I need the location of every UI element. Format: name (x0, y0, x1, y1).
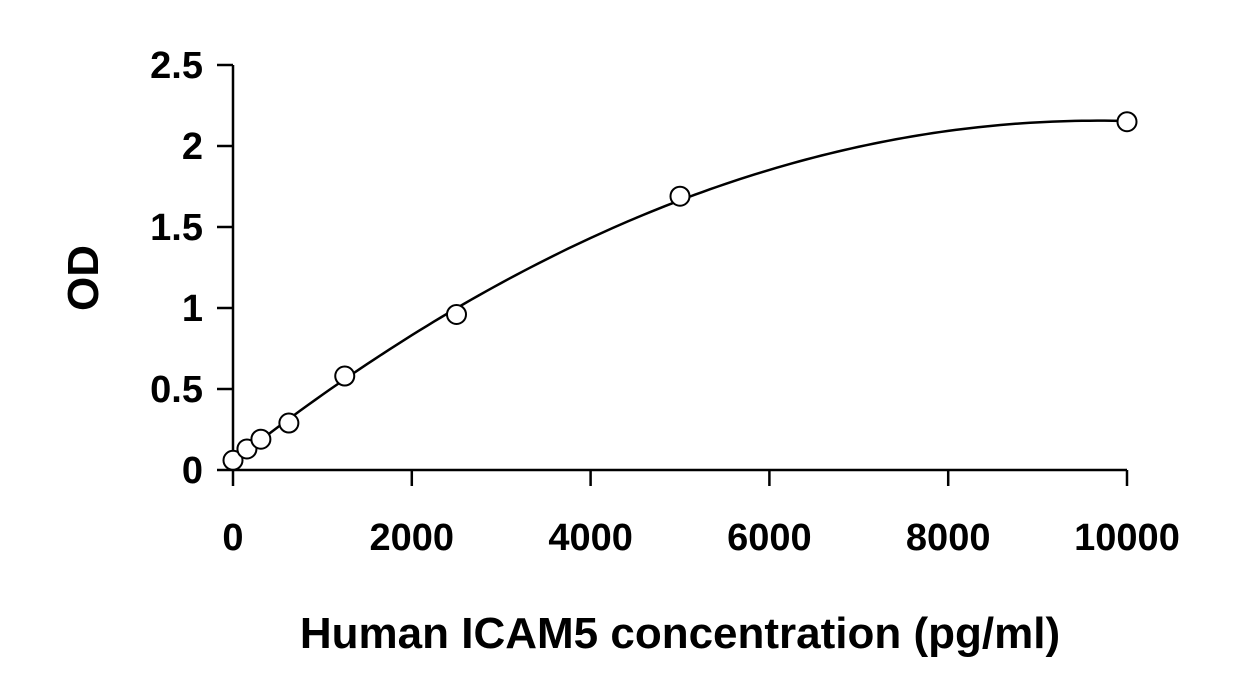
data-point (278, 412, 300, 434)
data-point (1116, 111, 1138, 133)
data-point (334, 365, 356, 387)
y-tick-label: 2 (182, 126, 203, 168)
data-point (250, 428, 272, 450)
x-axis-ticks: 0 2000 4000 6000 8000 10000 (222, 470, 1180, 559)
y-tick-label: 2.5 (150, 45, 203, 87)
data-point (669, 185, 691, 207)
x-tick-label: 10000 (1074, 517, 1180, 559)
data-point (222, 449, 244, 471)
y-tick-label: 1.5 (150, 207, 203, 249)
plot-area: 0 0.5 1 1.5 2 2.5 0 2000 4000 6000 8000 10000 (150, 45, 1180, 559)
x-tick-label: 0 (222, 517, 243, 559)
data-points (222, 111, 1138, 471)
x-tick-label: 6000 (727, 517, 812, 559)
y-tick-label: 0.5 (150, 369, 203, 411)
x-tick-label: 8000 (906, 517, 991, 559)
x-tick-label: 4000 (548, 517, 633, 559)
x-axis-title: Human ICAM5 concentration (pg/ml) (300, 609, 1060, 658)
data-point (446, 303, 467, 325)
x-tick-label: 2000 (370, 517, 455, 559)
y-axis-title: OD (59, 245, 108, 311)
y-axis-ticks: 0 0.5 1 1.5 2 2.5 (150, 45, 233, 492)
y-tick-label: 0 (182, 450, 203, 492)
fit-curve (232, 119, 1128, 463)
y-tick-label: 1 (182, 288, 203, 330)
